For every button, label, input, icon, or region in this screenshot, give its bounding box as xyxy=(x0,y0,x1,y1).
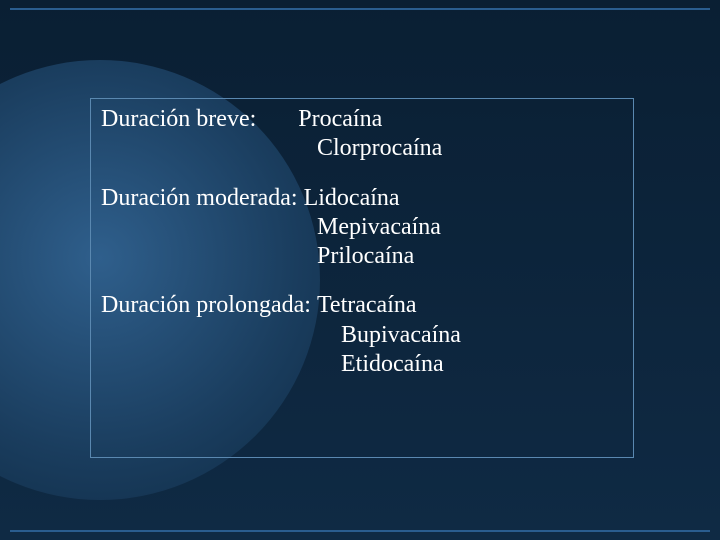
label-breve: Duración breve: xyxy=(101,105,298,134)
top-rule xyxy=(10,8,710,10)
slide: Duración breve: Procaína Clorprocaína Du… xyxy=(0,0,720,540)
item-prol-2: Etidocaína xyxy=(101,350,623,379)
item-mod-2: Prilocaína xyxy=(101,242,623,271)
group-breve: Duración breve: Procaína Clorprocaína xyxy=(101,105,623,164)
label-moderada: Duración moderada: xyxy=(101,184,304,213)
item-mod-1: Mepivacaína xyxy=(101,213,623,242)
group-moderada: Duración moderada: Lidocaína Mepivacaína… xyxy=(101,184,623,272)
item-mod-0: Lidocaína xyxy=(304,184,623,213)
item-prol-1: Bupivacaína xyxy=(101,321,623,350)
item-breve-0: Procaína xyxy=(298,105,623,134)
bottom-rule xyxy=(10,530,710,532)
label-prolongada: Duración prolongada: xyxy=(101,291,317,320)
item-breve-1: Clorprocaína xyxy=(101,134,623,163)
item-prol-0: Tetracaína xyxy=(317,291,623,320)
group-prolongada: Duración prolongada: Tetracaína Bupivaca… xyxy=(101,291,623,379)
content-box: Duración breve: Procaína Clorprocaína Du… xyxy=(90,98,634,458)
